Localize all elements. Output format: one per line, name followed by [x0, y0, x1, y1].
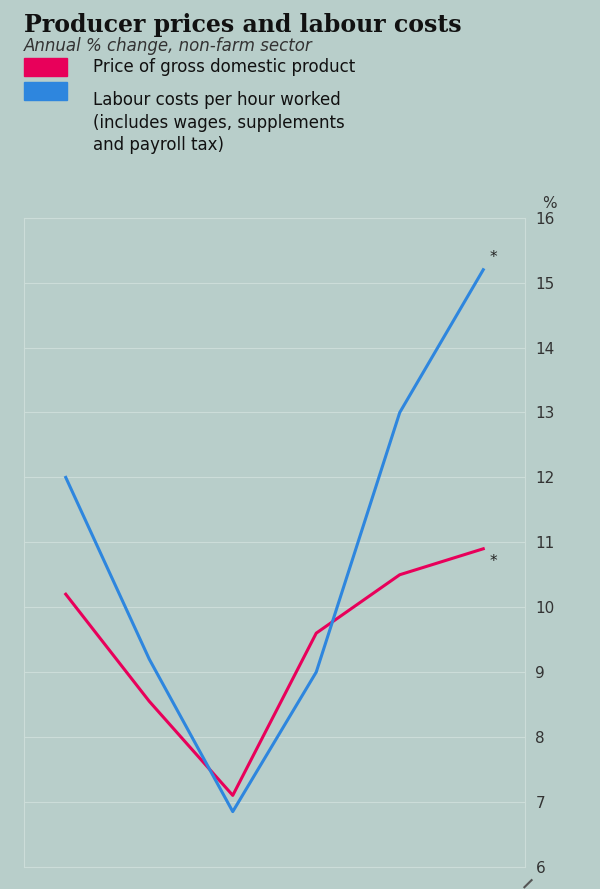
- Text: Producer prices and labour costs: Producer prices and labour costs: [24, 13, 461, 37]
- Text: *: *: [490, 250, 497, 265]
- Text: Annual % change, non-farm sector: Annual % change, non-farm sector: [24, 37, 313, 55]
- Text: Price of gross domestic product: Price of gross domestic product: [93, 58, 355, 76]
- Text: *: *: [490, 554, 497, 569]
- Text: %: %: [542, 196, 557, 212]
- Text: Labour costs per hour worked
(includes wages, supplements
and payroll tax): Labour costs per hour worked (includes w…: [93, 91, 345, 155]
